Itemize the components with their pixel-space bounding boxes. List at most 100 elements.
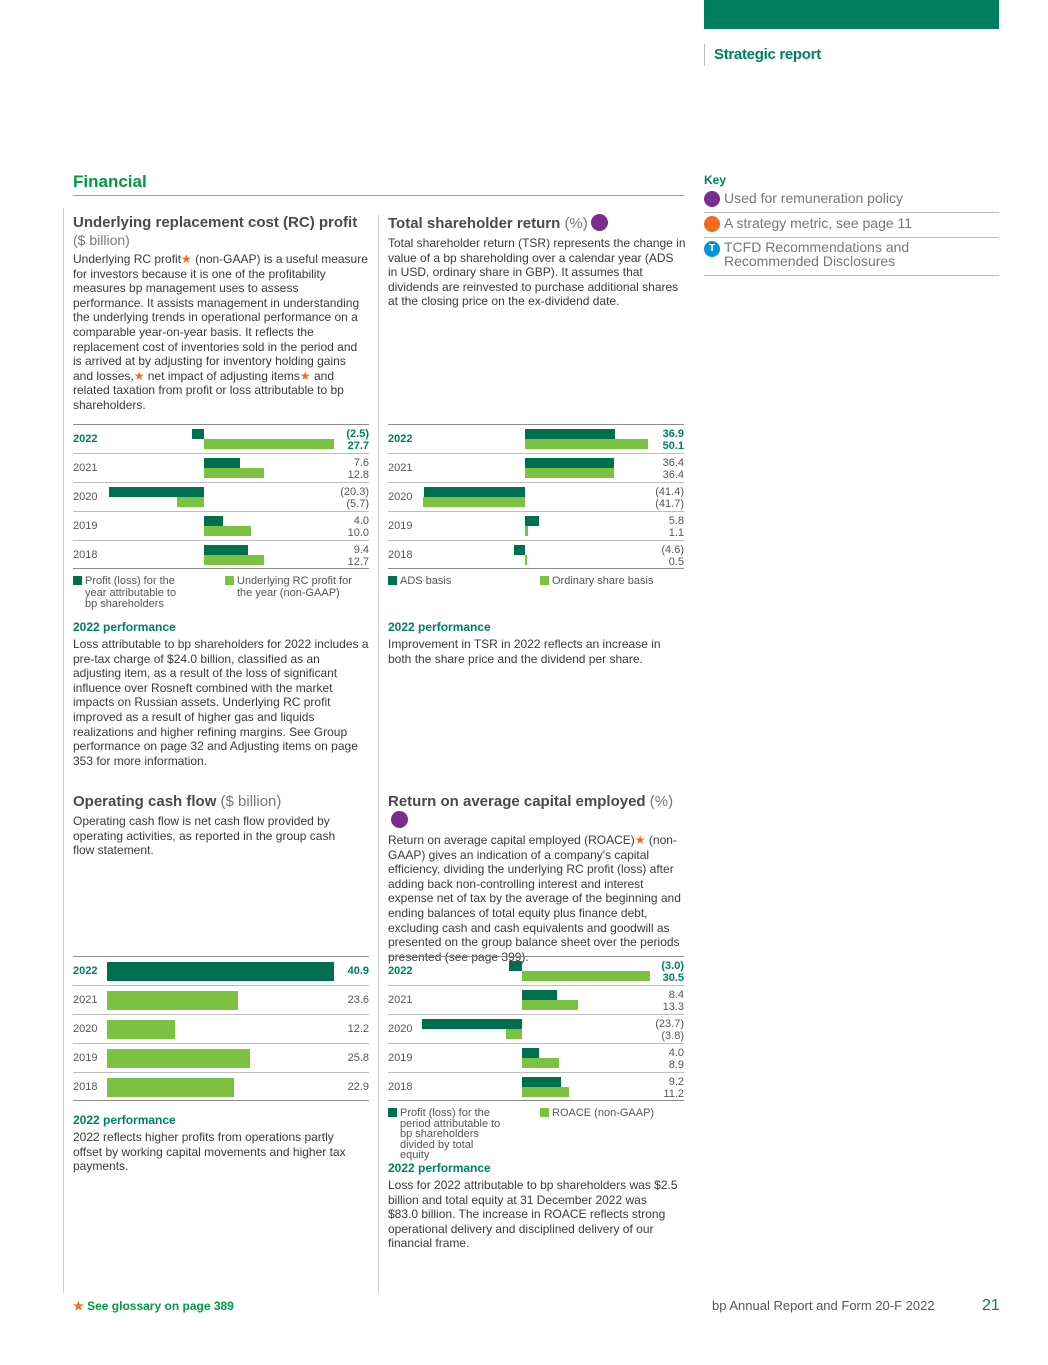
section-label: Strategic report	[704, 44, 821, 66]
glossary-footnote: ★ See glossary on page 389	[73, 1299, 234, 1313]
chart-row-2021: 2021 36.4 36.4	[388, 453, 684, 482]
chart-row-2020: 2020 (20.3) (5.7)	[73, 482, 369, 511]
year-label: 2020	[73, 491, 98, 503]
value-label: (23.7)	[655, 1018, 684, 1030]
year-label: 2018	[388, 549, 413, 561]
value-label: 30.5	[662, 972, 684, 984]
rc-performance: 2022 performance Loss attributable to bp…	[73, 620, 371, 768]
key-item-strategy: A strategy metric, see page 11	[704, 215, 999, 238]
bar-tsr-2021-s1	[525, 468, 615, 478]
tcfd-t-icon: T	[704, 241, 720, 257]
roace-chart: 2022 (3.0) 30.5 2021 8.4 13.3 2020 (23.7) (3.8) 2…	[388, 956, 684, 1102]
tsr-title: Total shareholder return	[388, 215, 561, 232]
roace-legend-roace: ROACE (non-GAAP)	[552, 1107, 655, 1119]
tsr-legend-ads: ADS basis	[400, 575, 452, 587]
legend-swatch-light	[540, 1108, 549, 1117]
bar-ocf-2019-s0	[107, 1049, 251, 1068]
rc-legend: Profit (loss) for the year attributable …	[73, 575, 369, 612]
chart-row-2020: 2020 12.2	[73, 1014, 369, 1043]
value-labels: (2.5) 27.7	[346, 428, 369, 452]
bar-rc-2022-s0	[192, 429, 204, 439]
chart-row-2022: 2022 (2.5) 27.7	[73, 424, 369, 453]
value-label: (2.5)	[346, 428, 369, 440]
glossary-star-icon: ★	[181, 252, 192, 266]
tsr-performance: 2022 performance Improvement in TSR in 2…	[388, 620, 678, 666]
rc-performance-text: Loss attributable to bp shareholders for…	[73, 637, 369, 768]
year-label: 2019	[388, 1052, 413, 1064]
bar-tsr-2019-s0	[525, 516, 540, 526]
value-labels: 4.0 10.0	[348, 515, 369, 539]
value-label: 36.4	[662, 469, 684, 481]
value-label: 8.4	[668, 989, 684, 1001]
value-label: 12.7	[347, 556, 369, 568]
value-labels: 23.6	[348, 994, 369, 1006]
value-labels: 22.9	[348, 1081, 369, 1093]
value-labels: (41.4) (41.7)	[655, 486, 684, 510]
value-labels: (3.0) 30.5	[661, 960, 684, 984]
bar-ocf-2021-s0	[107, 991, 238, 1010]
value-labels: 9.2 11.2	[663, 1076, 684, 1100]
roace-performance: 2022 performance Loss for 2022 attributa…	[388, 1161, 678, 1251]
bar-rc-2019-s0	[204, 516, 223, 526]
rc-performance-title: 2022 performance	[73, 620, 176, 634]
chart-row-2022: 2022 36.9 50.1	[388, 424, 684, 453]
bar-roace-2020-s1	[506, 1029, 522, 1039]
value-labels: 9.4 12.7	[348, 544, 369, 568]
bar-tsr-2022-s0	[525, 429, 616, 439]
chart-row-2019: 2019 4.0 8.9	[388, 1043, 684, 1072]
left-column-rule	[63, 208, 64, 1293]
chart-row-2019: 2019 25.8	[73, 1043, 369, 1072]
legend-swatch-light	[225, 576, 234, 585]
tsr-performance-title: 2022 performance	[388, 620, 491, 634]
year-label: 2021	[388, 462, 413, 474]
glossary-star-icon: ★	[73, 1299, 84, 1313]
year-label: 2019	[73, 1052, 98, 1064]
orange-dot-icon	[704, 216, 720, 232]
value-labels: (23.7) (3.8)	[655, 1018, 684, 1042]
year-label: 2020	[73, 1023, 98, 1035]
bar-rc-2020-s1	[177, 497, 204, 507]
tsr-description: Total shareholder return (TSR) represent…	[388, 236, 686, 309]
ocf-performance: 2022 performance 2022 reflects higher pr…	[73, 1113, 358, 1174]
bar-rc-2022-s1	[204, 439, 335, 449]
bar-ocf-2022-s0	[107, 962, 334, 981]
bar-roace-2019-s0	[522, 1048, 539, 1058]
bar-ocf-2018-s0	[107, 1078, 235, 1097]
value-label: 10.0	[347, 527, 369, 539]
bar-rc-2021-s0	[204, 458, 240, 468]
roace-description: Return on average capital employed (ROAC…	[388, 833, 681, 964]
year-label: 2021	[73, 994, 98, 1006]
ocf-unit: ($ billion)	[220, 793, 282, 810]
roace-title: Return on average capital employed	[388, 793, 646, 810]
roace-block: Return on average capital employed (%) R…	[388, 793, 693, 964]
bar-tsr-2020-s1	[422, 497, 525, 507]
glossary-star-icon: ★	[634, 833, 646, 847]
value-label: 40.9	[347, 965, 369, 977]
key-item-remuneration: Used for remuneration policy	[704, 190, 999, 213]
report-title: bp Annual Report and Form 20-F 2022	[712, 1298, 935, 1313]
value-labels: 36.4 36.4	[663, 457, 684, 481]
bar-rc-2021-s1	[204, 468, 265, 478]
value-label: 9.4	[353, 544, 369, 556]
chart-row-2018: 2018 22.9	[73, 1072, 369, 1101]
chart-row-2021: 2021 23.6	[73, 985, 369, 1014]
bar-roace-2022-s1	[522, 971, 651, 981]
value-labels: 5.8 1.1	[669, 515, 684, 539]
rc-legend-underlying: Underlying RC profit for the year (non-G…	[237, 575, 352, 599]
rc-profit-description: Underlying RC profit★ (non-GAAP) is a us…	[73, 252, 368, 412]
year-label: 2022	[388, 433, 413, 445]
year-label: 2019	[73, 520, 98, 532]
roace-legend: Profit (loss) for the period attributabl…	[388, 1107, 684, 1160]
year-label: 2022	[73, 965, 98, 977]
tsr-block: Total shareholder return (%) Total share…	[388, 214, 688, 309]
rc-profit-unit: ($ billion)	[73, 232, 130, 248]
bar-roace-2018-s0	[522, 1077, 561, 1087]
value-label: (4.6)	[661, 544, 684, 556]
bar-tsr-2020-s0	[423, 487, 525, 497]
ocf-performance-text: 2022 reflects higher profits from operat…	[73, 1130, 346, 1174]
value-labels: 7.6 12.8	[348, 457, 369, 481]
bar-roace-2019-s1	[522, 1058, 560, 1068]
remuneration-dot-icon	[590, 214, 608, 231]
value-label: 11.2	[663, 1088, 684, 1100]
page-number: 21	[982, 1297, 1000, 1314]
